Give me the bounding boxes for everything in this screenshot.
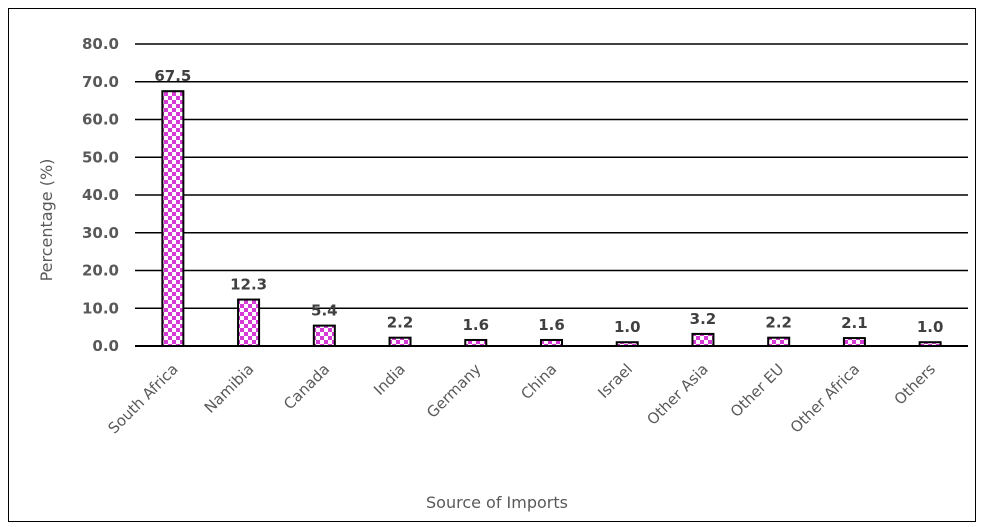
bar [615, 341, 639, 348]
bar [312, 324, 336, 347]
x-tick-label: China [517, 360, 560, 403]
y-tick-label: 30.0 [82, 224, 119, 242]
y-axis-title: Percentage (%) [37, 159, 56, 282]
x-tick-label: Namibia [201, 360, 258, 417]
data-label: 3.2 [690, 310, 717, 328]
data-label: 1.0 [614, 318, 641, 336]
data-label: 12.3 [230, 276, 267, 294]
y-tick-label: 80.0 [82, 35, 119, 53]
y-tick-label: 40.0 [82, 186, 119, 204]
x-tick-label: Other Africa [787, 360, 863, 436]
bar [388, 336, 412, 348]
data-label: 1.6 [462, 316, 489, 334]
bar [464, 338, 488, 347]
x-tick-label: Israel [594, 360, 636, 402]
data-label: 67.5 [154, 67, 191, 85]
bar [540, 338, 563, 347]
x-tick-label: Canada [280, 360, 333, 413]
data-label: 2.2 [765, 314, 792, 332]
data-label: 1.6 [538, 316, 565, 334]
x-tick-label: South Africa [105, 360, 182, 437]
y-tick-label: 60.0 [82, 111, 119, 129]
y-tick-label: 70.0 [82, 73, 119, 91]
x-axis-ticks: South Africa Namibia Canada India Germany Chi… [105, 360, 940, 437]
bar [237, 298, 261, 348]
bar [767, 336, 791, 348]
bars [161, 90, 942, 348]
data-label: 5.4 [311, 302, 338, 320]
x-tick-label: Germany [423, 360, 485, 422]
x-tick-label: Other EU [727, 360, 788, 421]
x-tick-label: Other Asia [643, 360, 711, 428]
y-tick-label: 50.0 [82, 148, 119, 166]
x-axis-title: Source of Imports [426, 493, 568, 512]
bar [691, 332, 715, 348]
y-tick-label: 10.0 [82, 299, 119, 317]
y-tick-label: 0.0 [92, 337, 119, 355]
bar [161, 90, 185, 347]
x-tick-label: India [370, 360, 409, 399]
data-label: 1.0 [917, 318, 944, 336]
bar [842, 337, 866, 348]
data-label: 2.2 [387, 314, 414, 332]
gridlines [135, 43, 968, 347]
data-labels: 67.5 12.3 5.4 2.2 1.6 1.6 1.0 3.2 2.2 2.1 1.0 [154, 67, 943, 336]
data-label: 2.1 [841, 314, 868, 332]
y-tick-label: 20.0 [82, 262, 119, 280]
y-axis-ticks: 0.0 10.0 20.0 30.0 40.0 50.0 60.0 70.0 80.0 [82, 35, 119, 355]
x-tick-label: Others [891, 360, 940, 409]
bar [918, 341, 942, 348]
